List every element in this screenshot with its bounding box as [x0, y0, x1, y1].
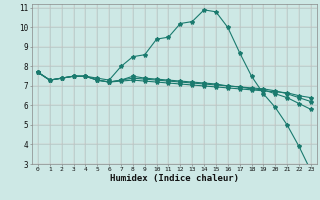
X-axis label: Humidex (Indice chaleur): Humidex (Indice chaleur) [110, 174, 239, 183]
